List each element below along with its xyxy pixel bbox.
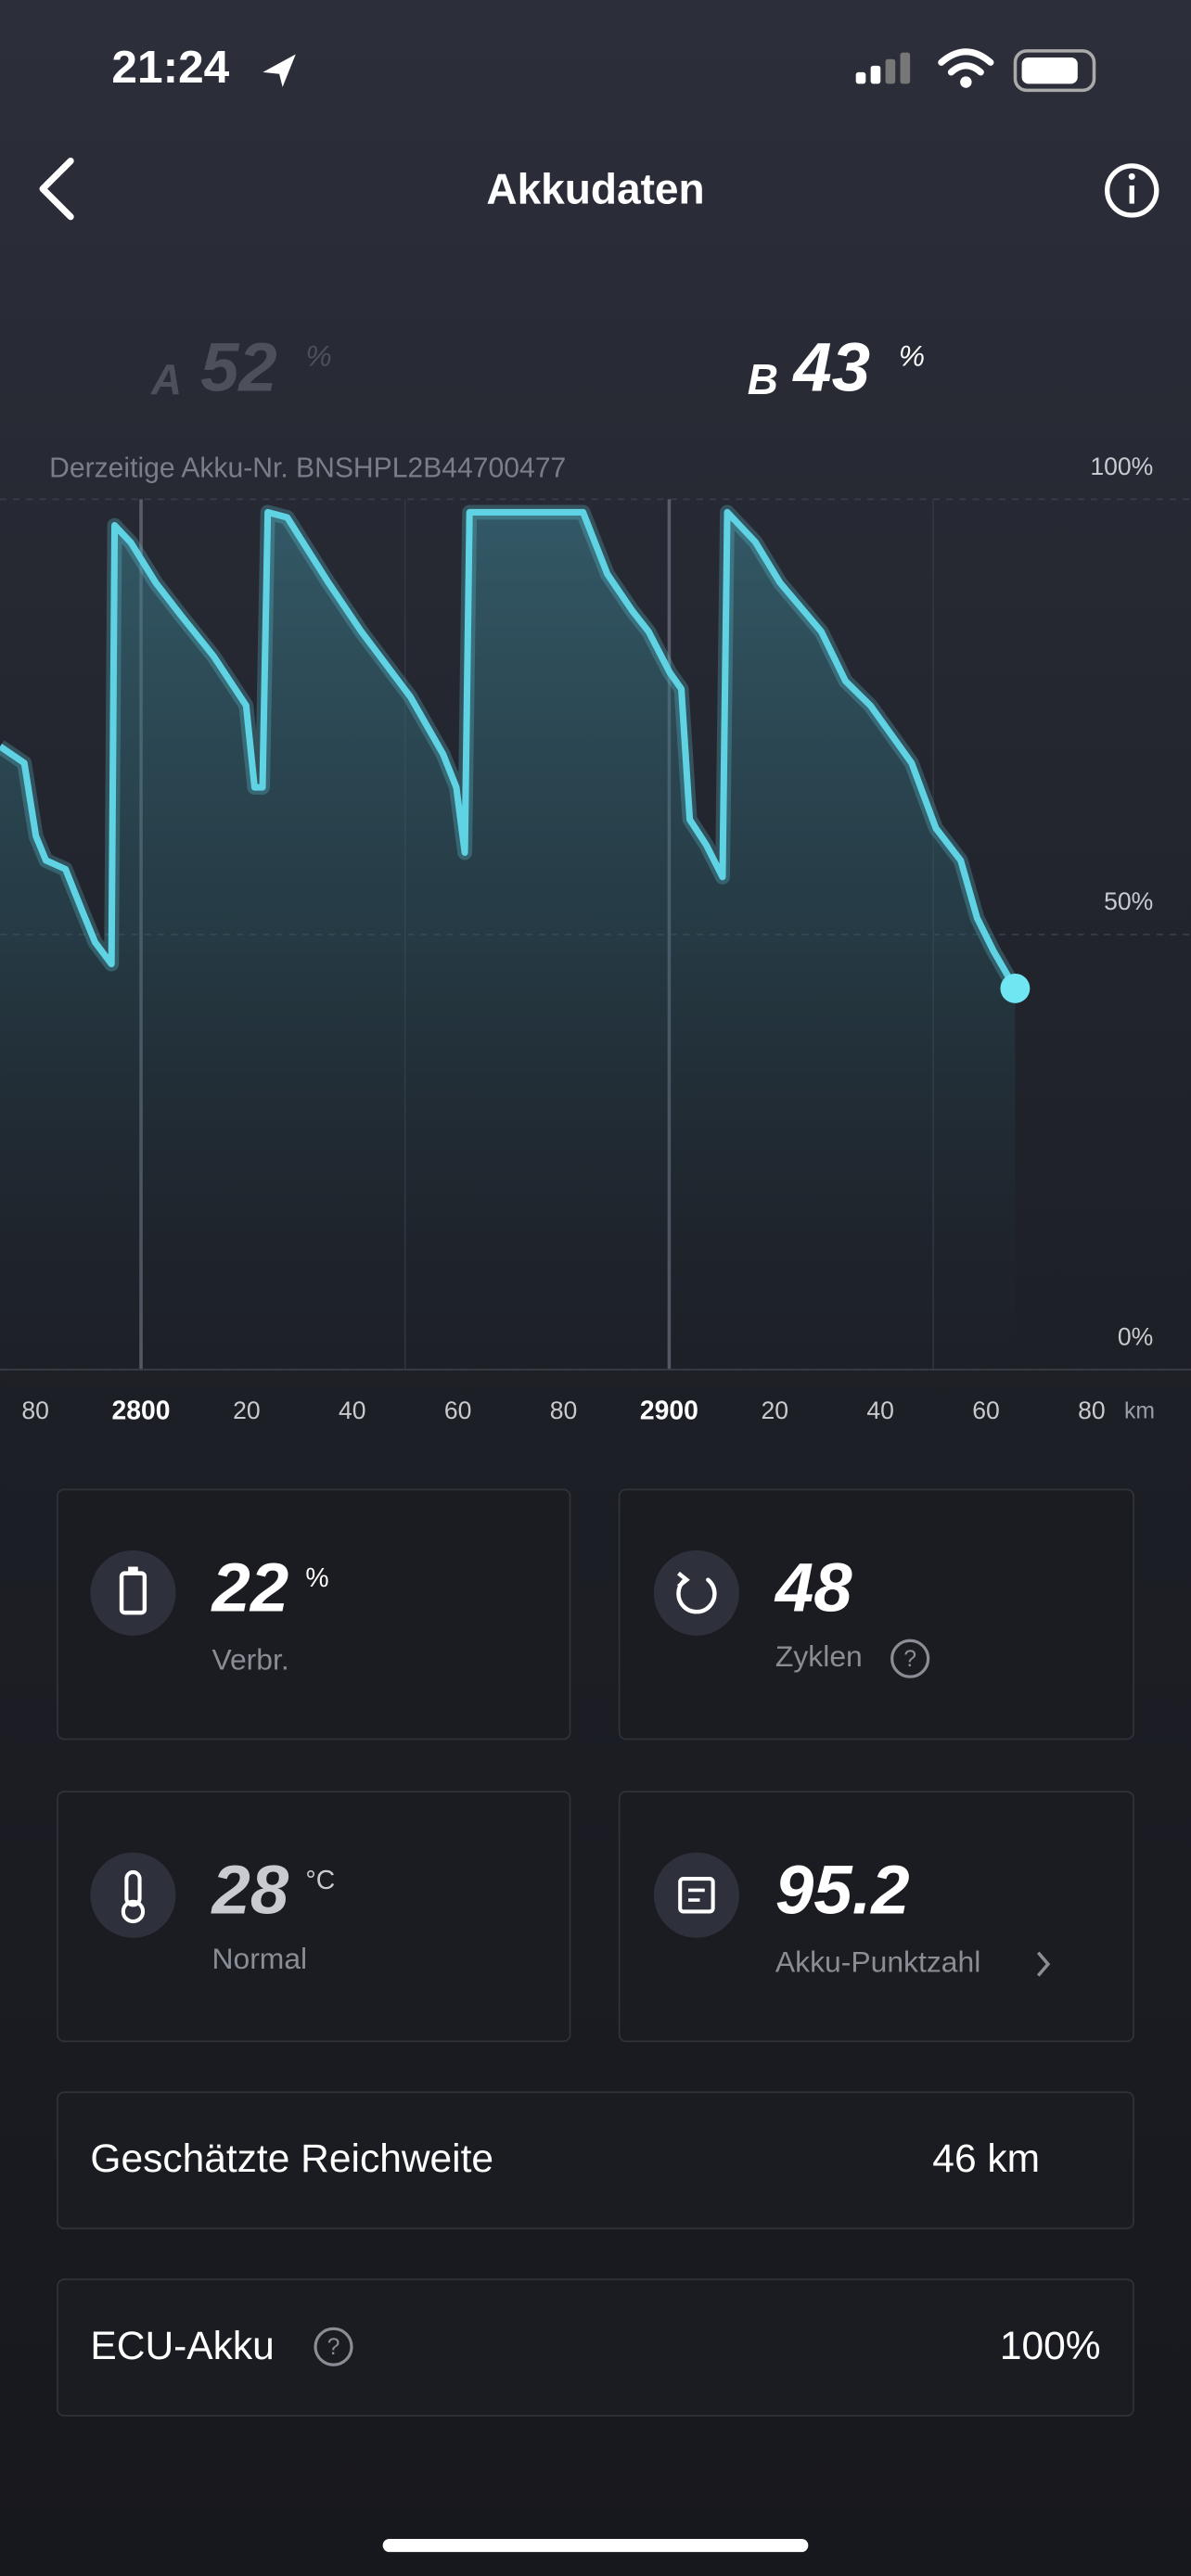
row-value: 100% xyxy=(1000,2325,1101,2368)
chart: 0% 50% 100% 80 2800 20 40 60 80 2900 20 40 60 80 xyxy=(0,453,1191,1426)
card-label: Zyklen xyxy=(775,1639,863,1673)
x-tick-label: 80 xyxy=(550,1396,578,1424)
plot xyxy=(0,504,1022,1371)
status-time: 21:24 xyxy=(111,41,229,93)
card-value: 28 xyxy=(210,1851,288,1928)
signal-icon xyxy=(855,52,911,84)
card-value: 48 xyxy=(774,1549,852,1626)
card-unit: % xyxy=(305,1563,328,1593)
home-indicator xyxy=(382,2538,809,2553)
stat-card[interactable]: 95.2 Akku-Punktzahl xyxy=(618,1791,1134,2043)
header-title: Akkudaten xyxy=(486,164,704,212)
card-label: Akku-Punktzahl xyxy=(775,1945,980,1979)
x-tick-label: 20 xyxy=(762,1396,789,1424)
battery-level xyxy=(1021,57,1078,84)
battery-value: 43 xyxy=(791,329,870,406)
battery-label: A xyxy=(150,355,182,403)
svg-text:?: ? xyxy=(903,1647,916,1672)
x-tick-label: 2800 xyxy=(112,1396,171,1426)
svg-text:?: ? xyxy=(327,2335,340,2360)
card-value: 22 xyxy=(210,1549,288,1626)
y-tick-label: 50% xyxy=(1104,887,1153,915)
x-tick-label: 60 xyxy=(444,1396,472,1424)
battery-label: B xyxy=(748,355,778,403)
x-axis-label: km xyxy=(1124,1399,1155,1424)
card-value: 95.2 xyxy=(775,1851,910,1928)
row-label: Geschätzte Reichweite xyxy=(90,2137,493,2181)
card-label: Normal xyxy=(211,1942,307,1975)
x-tick-label: 80 xyxy=(21,1396,49,1424)
end-point xyxy=(1000,973,1031,1003)
location-icon xyxy=(263,54,296,87)
area-fill xyxy=(0,512,1016,1371)
x-tick-label: 2900 xyxy=(640,1396,698,1426)
y-tick-label: 100% xyxy=(1090,453,1153,480)
ecu-row: ECU-Akku ? 100% xyxy=(57,2278,1134,2417)
card-unit: °C xyxy=(305,1866,335,1895)
stat-card: 48 Zyklen ? xyxy=(618,1488,1134,1741)
x-tick-label: 20 xyxy=(233,1396,261,1424)
battery-value: 52 xyxy=(200,329,277,406)
row-label: ECU-Akku xyxy=(90,2325,274,2368)
stat-card: 22 % Verbr. xyxy=(57,1488,571,1741)
help-icon[interactable]: ? xyxy=(314,2327,353,2366)
series-line xyxy=(0,508,1018,990)
chart-subtitle: Derzeitige Akku-Nr. BNSHPL2B44700477 xyxy=(49,453,566,483)
battery-unit: % xyxy=(899,339,925,373)
battery-icon xyxy=(1013,49,1096,93)
battery-a[interactable]: A 52 % xyxy=(150,329,332,406)
row-value: 46 km xyxy=(932,2137,1040,2181)
x-tick-label: 40 xyxy=(339,1396,366,1424)
help-icon[interactable]: ? xyxy=(890,1639,930,1678)
battery-unit: % xyxy=(305,339,331,373)
stat-card: 28 °C Normal xyxy=(57,1791,571,2043)
info-button[interactable] xyxy=(1105,163,1159,218)
wifi-icon xyxy=(938,48,994,88)
y-tick-label: 0% xyxy=(1118,1322,1153,1350)
battery-b[interactable]: B 43 % xyxy=(748,329,925,406)
chevron xyxy=(1036,1951,1051,1977)
card-label: Verbr. xyxy=(211,1643,288,1677)
x-tick-label: 60 xyxy=(972,1396,1000,1424)
x-tick-label: 80 xyxy=(1078,1396,1106,1424)
x-tick-label: 40 xyxy=(866,1396,894,1424)
back-button[interactable] xyxy=(39,158,74,221)
range-row: Geschätzte Reichweite 46 km xyxy=(57,2091,1134,2230)
